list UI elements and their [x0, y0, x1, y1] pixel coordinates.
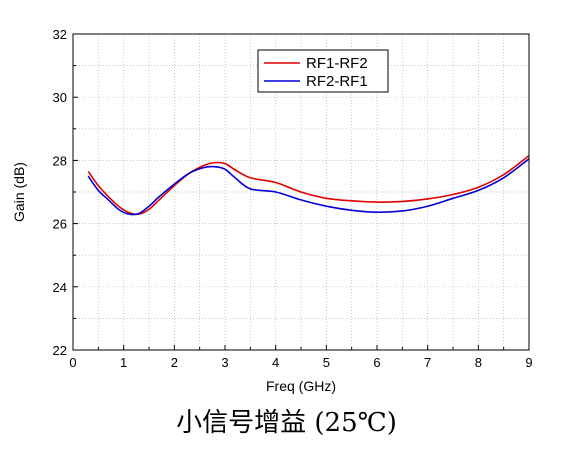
y-tick-label: 28 [53, 153, 67, 168]
y-tick-label: 22 [53, 343, 67, 358]
x-tick-label: 3 [221, 355, 228, 370]
series-line-2 [87, 158, 530, 216]
y-tick-label: 30 [53, 90, 67, 105]
x-tick-label: 5 [323, 355, 330, 370]
x-tick-label: 0 [69, 355, 76, 370]
gain-chart: 0 1 2 3 4 5 6 7 8 9 22 24 26 28 30 32 Freq (GHz) Gain (… [11, 27, 533, 394]
x-axis-title: Freq (GHz) [266, 378, 336, 394]
series-line-1 [87, 155, 530, 216]
legend-label-2: RF2-RF1 [306, 73, 368, 90]
series-lines [87, 155, 530, 216]
x-tick-label: 7 [424, 355, 431, 370]
y-tick-label: 24 [53, 280, 67, 295]
x-tick-label: 9 [525, 355, 532, 370]
legend-label-1: RF1-RF2 [306, 55, 368, 72]
x-tick-label: 6 [373, 355, 380, 370]
x-tick-label: 1 [120, 355, 127, 370]
chart-caption: 小信号增益 (25℃) [176, 408, 397, 438]
y-tick-label: 26 [53, 217, 67, 232]
y-tick-label: 32 [53, 27, 67, 42]
legend-box [257, 49, 389, 93]
y-axis-title: Gain (dB) [11, 162, 27, 222]
x-tick-label: 8 [475, 355, 482, 370]
axis-ticks: 0 1 2 3 4 5 6 7 8 9 22 24 26 28 30 32 [53, 27, 533, 370]
x-tick-label: 2 [171, 355, 178, 370]
x-tick-label: 4 [272, 355, 279, 370]
